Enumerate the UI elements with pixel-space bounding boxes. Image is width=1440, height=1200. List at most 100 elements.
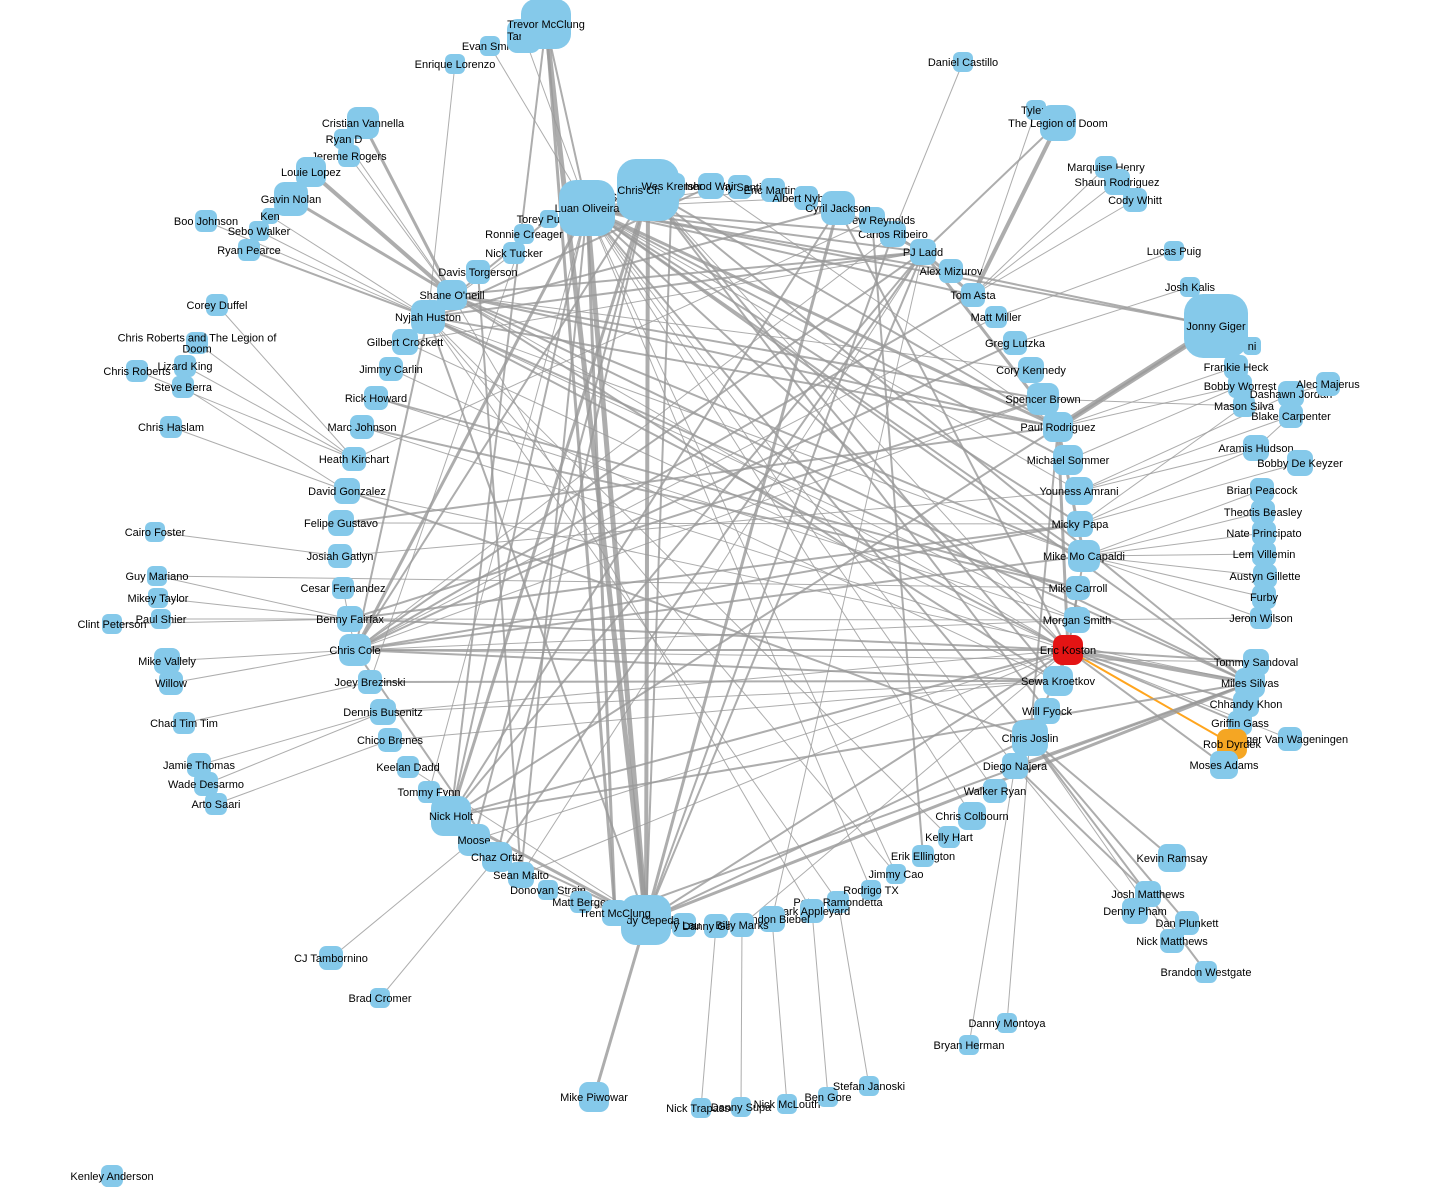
node-shape[interactable]	[859, 207, 885, 233]
node-shape[interactable]	[1065, 477, 1093, 505]
graph-node-mike-vallely[interactable]: Mike Vallely	[138, 648, 196, 674]
node-shape[interactable]	[1195, 961, 1217, 983]
node-shape[interactable]	[249, 221, 269, 241]
node-shape[interactable]	[1122, 898, 1148, 924]
graph-node-theotis-beasley[interactable]: Theotis Beasley	[1224, 500, 1303, 524]
node-shape[interactable]	[621, 895, 671, 945]
graph-node-chris-haslam[interactable]: Chris Haslam	[138, 416, 204, 438]
node-shape[interactable]	[1184, 294, 1248, 358]
node-shape[interactable]	[1316, 372, 1340, 396]
graph-node-luan-oliveira[interactable]: Luan Oliveira	[555, 180, 621, 236]
node-shape[interactable]	[983, 779, 1007, 803]
node-shape[interactable]	[985, 306, 1007, 328]
node-shape[interactable]	[437, 280, 467, 310]
node-shape[interactable]	[880, 221, 906, 247]
node-shape[interactable]	[160, 416, 182, 438]
node-shape[interactable]	[1250, 478, 1274, 502]
graph-node-danny-montoya[interactable]: Danny Montoya	[968, 1013, 1046, 1033]
node-shape[interactable]	[328, 510, 354, 536]
node-shape[interactable]	[1235, 668, 1265, 698]
node-shape[interactable]	[1160, 929, 1184, 953]
graph-node-brian-peacock[interactable]: Brian Peacock	[1227, 478, 1298, 502]
node-shape[interactable]	[332, 577, 354, 599]
node-shape[interactable]	[1233, 691, 1259, 717]
node-shape[interactable]	[861, 880, 881, 900]
node-shape[interactable]	[1250, 607, 1272, 629]
graph-node-nick-matthews[interactable]: Nick Matthews	[1136, 929, 1208, 953]
node-shape[interactable]	[503, 242, 525, 264]
node-shape[interactable]	[1228, 374, 1252, 398]
node-shape[interactable]	[358, 670, 382, 694]
node-shape[interactable]	[364, 386, 388, 410]
graph-node-ben-gore[interactable]: Ben Gore	[804, 1087, 852, 1107]
node-shape[interactable]	[206, 294, 228, 316]
graph-node-steve-berra[interactable]: Steve Berra	[154, 376, 213, 398]
node-shape[interactable]	[1278, 381, 1304, 407]
graph-node-jimmy-carlin[interactable]: Jimmy Carlin	[359, 357, 423, 381]
node-shape[interactable]	[1251, 500, 1275, 524]
node-shape[interactable]	[886, 864, 906, 884]
node-shape[interactable]	[910, 239, 936, 265]
graph-node-moses-adams[interactable]: Moses Adams	[1189, 751, 1259, 779]
node-shape[interactable]	[1043, 412, 1073, 442]
graph-node-spencer-brown[interactable]: Spencer Brown	[1005, 383, 1081, 415]
node-shape[interactable]	[1053, 445, 1083, 475]
graph-node-mike-piwowar[interactable]: Mike Piwowar	[560, 1082, 628, 1112]
node-shape[interactable]	[1043, 666, 1073, 696]
node-shape[interactable]	[821, 191, 855, 225]
node-shape[interactable]	[1253, 564, 1277, 588]
graph-node-nick-tucker[interactable]: Nick Tucker	[485, 242, 543, 264]
graph-node-josh-matthews[interactable]: Josh Matthews	[1111, 881, 1185, 907]
node-shape[interactable]	[145, 522, 165, 542]
graph-node-nate-principato[interactable]: Nate Principato	[1226, 521, 1302, 545]
node-shape[interactable]	[337, 606, 363, 632]
node-shape[interactable]	[101, 1165, 123, 1187]
graph-node-shaun-rodriguez[interactable]: Shaun Rodriguez	[1074, 169, 1160, 195]
node-shape[interactable]	[274, 182, 308, 216]
node-shape[interactable]	[187, 753, 211, 777]
graph-node-nick-mclouth[interactable]: Nick McLouth	[754, 1094, 821, 1114]
node-shape[interactable]	[370, 988, 390, 1008]
node-shape[interactable]	[205, 793, 227, 815]
node-shape[interactable]	[698, 173, 724, 199]
graph-node-crtlod[interactable]: Chris Roberts and The Legion of Doom	[118, 332, 278, 356]
graph-node-legion-of-doom[interactable]: The Legion of Doom	[1008, 105, 1108, 141]
node-shape[interactable]	[1104, 169, 1130, 195]
node-shape[interactable]	[328, 544, 352, 568]
node-shape[interactable]	[912, 845, 934, 867]
graph-node-heath-kirchart[interactable]: Heath Kirchart	[319, 447, 389, 471]
node-shape[interactable]	[827, 891, 849, 913]
node-shape[interactable]	[1164, 241, 1184, 261]
node-shape[interactable]	[480, 36, 500, 56]
node-shape[interactable]	[338, 145, 360, 167]
node-shape[interactable]	[939, 259, 963, 283]
node-shape[interactable]	[148, 588, 168, 608]
node-shape[interactable]	[186, 332, 208, 354]
node-shape[interactable]	[339, 634, 371, 666]
node-shape[interactable]	[347, 107, 379, 139]
graph-node-stefan-janoski[interactable]: Stefan Janoski	[833, 1076, 905, 1096]
graph-node-paul-rodriguez[interactable]: Paul Rodriguez	[1020, 412, 1096, 442]
node-shape[interactable]	[959, 1035, 979, 1055]
node-shape[interactable]	[540, 210, 558, 228]
node-shape[interactable]	[370, 699, 396, 725]
node-shape[interactable]	[1012, 720, 1048, 756]
node-shape[interactable]	[466, 260, 490, 284]
node-shape[interactable]	[602, 900, 628, 926]
node-shape[interactable]	[1034, 698, 1060, 724]
node-shape[interactable]	[1053, 635, 1083, 665]
node-shape[interactable]	[570, 891, 592, 913]
node-shape[interactable]	[1123, 188, 1147, 212]
graph-node-cesar-fernandez[interactable]: Cesar Fernandez	[301, 577, 386, 599]
node-shape[interactable]	[319, 946, 343, 970]
graph-node-arto-saari[interactable]: Arto Saari	[192, 793, 241, 815]
graph-node-brad-cromer[interactable]: Brad Cromer	[349, 988, 412, 1008]
node-shape[interactable]	[1067, 511, 1093, 537]
node-shape[interactable]	[445, 54, 465, 74]
node-shape[interactable]	[1210, 751, 1238, 779]
node-shape[interactable]	[800, 899, 824, 923]
graph-node-sebo-walker[interactable]: Sebo Walker	[228, 221, 291, 241]
node-shape[interactable]	[704, 914, 728, 938]
node-shape[interactable]	[482, 842, 512, 872]
node-shape[interactable]	[174, 355, 196, 377]
